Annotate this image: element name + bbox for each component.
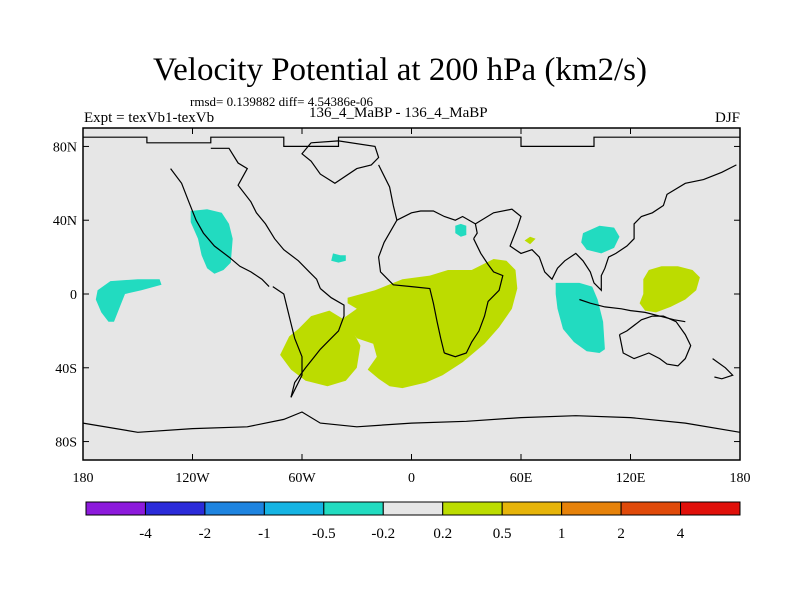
- season-label: DJF: [714, 110, 740, 126]
- region-pos-south-america: [280, 310, 361, 387]
- region-neg-maritime-continent: [555, 282, 605, 353]
- colorbar-swatch: [204, 501, 265, 516]
- coastline-8: [475, 164, 737, 292]
- colorbar-label: -1: [258, 526, 271, 542]
- case-label: 136_4_MaBP - 136_4_MaBP: [309, 105, 488, 121]
- coastline-10: [618, 315, 692, 367]
- colorbar-swatch: [263, 501, 325, 516]
- experiment-label: Expt = texVb1-texVb: [84, 110, 215, 126]
- colorbar-label: 0.5: [493, 526, 512, 542]
- coastline-11: [712, 358, 734, 380]
- x-tick-label: 120W: [175, 471, 210, 486]
- colorbar-swatch: [442, 501, 503, 516]
- colorbar-label: 1: [558, 526, 566, 542]
- region-neg-north-pacific: [190, 209, 233, 274]
- colorbar-swatch: [561, 501, 622, 516]
- colorbar-label: -0.5: [312, 526, 336, 542]
- coastline-5: [377, 164, 445, 354]
- colorbar-swatch: [501, 501, 563, 516]
- y-tick-label: 80N: [53, 140, 77, 155]
- x-tick-label: 180: [730, 471, 751, 486]
- colorbar-swatch: [382, 501, 444, 516]
- x-tick-label: 180: [73, 471, 94, 486]
- colorbar-swatch: [323, 501, 384, 516]
- region-pos-west-pacific: [639, 266, 700, 313]
- y-tick-label: 80S: [55, 436, 77, 451]
- coastline-7: [396, 210, 478, 240]
- colorbar-label: 0.2: [433, 526, 452, 542]
- colorbar-label: -2: [199, 526, 212, 542]
- colorbar-swatch: [144, 501, 206, 516]
- stats-text: rmsd= 0.139882 diff= 4.54386e-06: [190, 94, 374, 109]
- colorbar-label: 4: [677, 526, 685, 542]
- y-tick-label: 0: [70, 288, 77, 303]
- region-neg-east-asia: [581, 225, 620, 254]
- coastline-12: [82, 411, 741, 433]
- region-pos-africa-atlantic: [338, 259, 518, 389]
- x-tick-label: 120E: [616, 471, 646, 486]
- coastline-4: [290, 288, 345, 398]
- region-pos-arabia-small: [524, 236, 536, 245]
- colorbar-swatch: [620, 501, 682, 516]
- coastline-2: [170, 168, 270, 288]
- colorbar-label: 2: [617, 526, 625, 542]
- coastline-1: [210, 147, 321, 289]
- x-tick-label: 60W: [288, 471, 316, 486]
- x-tick-label: 0: [408, 471, 415, 486]
- colorbar-label: -0.2: [371, 526, 395, 542]
- x-tick-label: 60E: [510, 471, 533, 486]
- coastline-0: [83, 136, 740, 147]
- region-neg-central-pacific: [95, 279, 162, 322]
- y-tick-label: 40N: [53, 214, 77, 229]
- colorbar-label: -4: [139, 526, 152, 542]
- coastline-6: [444, 238, 504, 358]
- colorbar-swatch: [85, 501, 146, 516]
- chart-title: Velocity Potential at 200 hPa (km2/s): [152, 52, 648, 88]
- y-tick-label: 40S: [55, 362, 77, 377]
- region-neg-mediterranean: [455, 223, 467, 237]
- region-neg-gulf-of-mexico: [331, 253, 346, 263]
- coastline-13: [301, 140, 380, 185]
- colorbar-swatch: [680, 501, 741, 516]
